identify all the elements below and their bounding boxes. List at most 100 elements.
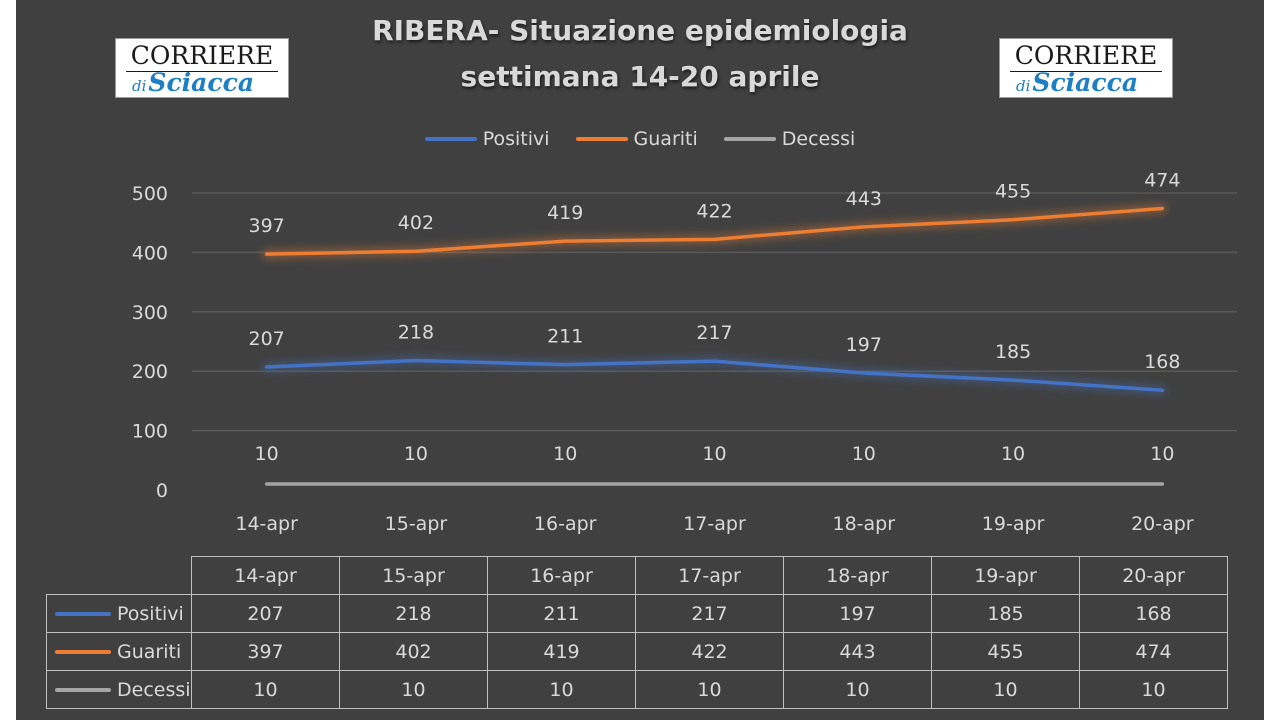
data-label: 10 [553,443,577,465]
table-header-cell: 16-apr [487,556,636,595]
logo-sub-prefix: di [1016,77,1031,95]
logo-sub: diSciacca [132,69,254,100]
legend-label-positivi: Positivi [482,128,550,150]
table-cell: 10 [1079,670,1228,709]
data-label: 211 [547,326,583,348]
data-label: 419 [547,202,583,224]
line-chart: 0 100 200 300 400 500 14-apr 15-apr 16-apr 17-apr… [132,169,1237,535]
table-cell: 10 [339,670,488,709]
title-line-1: RIBERA- Situazione epidemiologia [372,14,908,47]
x-tick-label: 20-apr [1131,513,1194,535]
data-table-corner [46,556,192,595]
table-header-cell: 17-apr [635,556,784,595]
y-tick-label: 500 [132,183,168,205]
table-cell: 474 [1079,632,1228,671]
table-cell: 10 [635,670,784,709]
y-tick-label: 400 [132,242,168,264]
y-tick-label: 100 [132,421,168,443]
x-tick-label: 14-apr [235,513,298,535]
table-key-guariti [55,650,111,654]
data-label: 10 [852,443,876,465]
table-cell: 10 [783,670,932,709]
x-tick-label: 18-apr [833,513,896,535]
data-label: 10 [404,443,428,465]
table-row-head: Guariti [46,632,192,671]
y-tick-label: 300 [132,302,168,324]
logo-sub-name: Sciacca [1032,68,1139,97]
logo-sub-name: Sciacca [148,68,255,97]
table-key-decessi [55,688,111,692]
legend-item-decessi: Decessi [723,128,856,150]
table-cell: 422 [635,632,784,671]
data-label: 217 [696,322,732,344]
legend-item-guariti: Guariti [575,128,698,150]
data-table-header-row: 14-apr 15-apr 16-apr 17-apr 18-apr 19-ap… [46,556,1228,595]
table-cell: 455 [931,632,1080,671]
table-cell: 218 [339,594,488,633]
data-label: 185 [995,341,1031,363]
data-label: 10 [255,443,279,465]
logo-rule [1010,71,1162,72]
data-label: 207 [249,328,285,350]
table-key-positivi [55,612,111,616]
table-cell: 402 [339,632,488,671]
chart-legend: Positivi Guariti Decessi [0,126,1280,152]
table-header-cell: 14-apr [191,556,340,595]
data-label: 443 [846,188,882,210]
table-row-label: Positivi [117,602,184,625]
table-cell: 211 [487,594,636,633]
corriere-di-sciacca-logo-left: CORRIERE diSciacca [115,38,289,98]
table-cell: 197 [783,594,932,633]
y-tick-label: 0 [156,480,168,502]
legend-label-decessi: Decessi [781,128,856,150]
table-row-head: Positivi [46,594,192,633]
table-header-cell: 20-apr [1079,556,1228,595]
series-line-positivi [264,358,1165,392]
data-label: 10 [702,443,726,465]
table-cell: 168 [1079,594,1228,633]
table-row-decessi: Decessi 10 10 10 10 10 10 10 [46,670,1228,709]
table-header-cell: 19-apr [931,556,1080,595]
x-tick-label: 16-apr [534,513,597,535]
x-tick-label: 17-apr [683,513,746,535]
data-label: 397 [249,215,285,237]
legend-swatch-decessi [723,137,776,141]
series-glow-positivi [261,355,1168,396]
table-cell: 207 [191,594,340,633]
data-label: 218 [398,322,434,344]
table-cell: 217 [635,594,784,633]
data-label: 474 [1144,169,1180,191]
logo-brand: CORRIERE [1014,41,1158,70]
data-label: 10 [1001,443,1025,465]
x-tick-label: 15-apr [385,513,448,535]
y-tick-label: 200 [132,361,168,383]
data-label: 422 [696,200,732,222]
table-row-label: Decessi [117,678,191,701]
data-label: 168 [1144,351,1180,373]
chart-title: RIBERA- Situazione epidemiologia settima… [0,8,1280,100]
table-cell: 10 [487,670,636,709]
table-header-cell: 18-apr [783,556,932,595]
logo-sub: diSciacca [1016,69,1138,100]
logo-brand: CORRIERE [130,41,274,70]
legend-swatch-positivi [424,137,477,141]
legend-label-guariti: Guariti [633,128,698,150]
table-header-cell: 15-apr [339,556,488,595]
table-row-head: Decessi [46,670,192,709]
table-row-guariti: Guariti 397 402 419 422 443 455 474 [46,632,1228,671]
corriere-di-sciacca-logo-right: CORRIERE diSciacca [999,38,1173,98]
data-label: 402 [398,212,434,234]
data-label: 10 [1150,443,1174,465]
table-cell: 185 [931,594,1080,633]
data-table: 14-apr 15-apr 16-apr 17-apr 18-apr 19-ap… [46,556,1228,709]
x-tick-label: 19-apr [982,513,1045,535]
data-label: 455 [995,181,1031,203]
table-cell: 443 [783,632,932,671]
logo-sub-prefix: di [132,77,147,95]
table-row-label: Guariti [117,640,182,663]
table-cell: 419 [487,632,636,671]
logo-rule [126,71,278,72]
table-cell: 397 [191,632,340,671]
title-line-2: settimana 14-20 aprile [460,60,820,93]
table-row-positivi: Positivi 207 218 211 217 197 185 168 [46,594,1228,633]
